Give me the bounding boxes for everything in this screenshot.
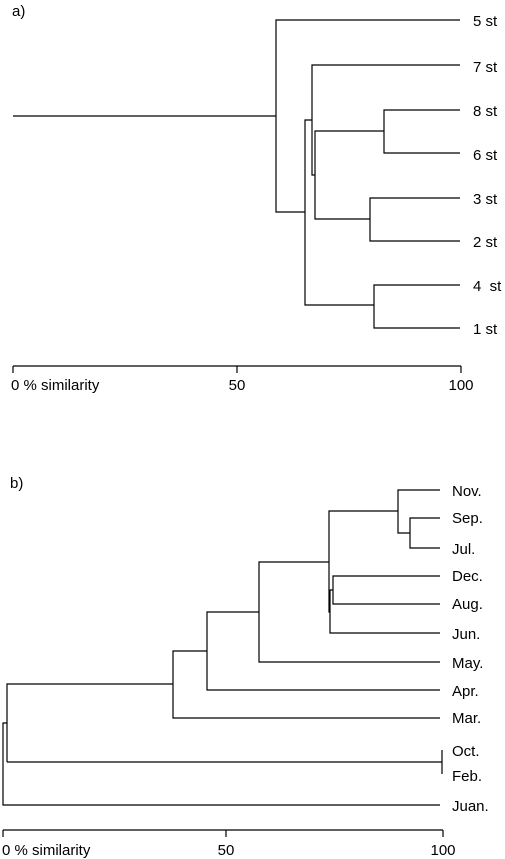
panel-b: b) <box>2 475 489 859</box>
panel-b-tree <box>2 489 443 806</box>
branch-decaug-jun <box>329 589 440 634</box>
axis-tick-label: 100 <box>430 842 455 859</box>
leaf-label: Oct. <box>452 743 480 760</box>
leaf-label: Apr. <box>452 683 479 700</box>
leaf-label: May. <box>452 655 483 672</box>
leaf-label: Mar. <box>452 710 481 727</box>
leaf-label: Feb. <box>452 768 482 785</box>
leaf-label: Jul. <box>452 541 475 558</box>
branch-novsepjul-decaugjun <box>328 510 398 613</box>
branch-juan <box>2 722 440 806</box>
branch-4-1 <box>373 284 460 329</box>
panel-a-axis: 0 % similarity 50 100 <box>11 365 474 394</box>
leaf-label: 8 st <box>473 103 498 120</box>
branch-dec-aug <box>332 575 440 605</box>
axis-tick-label: 50 <box>229 377 246 394</box>
leaf-label: Jun. <box>452 626 480 643</box>
leaf-label: 7 st <box>473 59 498 76</box>
axis-tick-label: 0 % similarity <box>11 377 100 394</box>
panel-a-label: a) <box>12 3 25 20</box>
panel-a-tree <box>13 19 460 329</box>
branch-mar <box>172 650 440 719</box>
leaf-label: 3 st <box>473 191 498 208</box>
panel-a: a) 5 st 7 st <box>11 3 502 394</box>
axis-tick-label: 100 <box>448 377 473 394</box>
branch-86-32 <box>314 130 384 220</box>
axis-tick-label: 0 % similarity <box>2 842 91 859</box>
axis-tick-label: 50 <box>218 842 235 859</box>
branch-mar-octfeb <box>6 683 173 762</box>
branch-may <box>258 561 440 663</box>
leaf-label: Juan. <box>452 798 489 815</box>
panel-b-leaf-labels: Nov. Sep. Jul. Dec. Aug. Jun. May. Apr. … <box>452 483 489 815</box>
panel-a-leaf-labels: 5 st 7 st 8 st 6 st 3 st 2 st 4 st 1 st <box>473 13 502 338</box>
panel-b-label: b) <box>10 475 23 492</box>
branch-nov-sepjul <box>397 489 440 534</box>
branch-8-6 <box>383 109 460 154</box>
leaf-label: Dec. <box>452 568 483 585</box>
leaf-label: 5 st <box>473 13 498 30</box>
leaf-label: 1 st <box>473 321 498 338</box>
leaf-label: 4 st <box>473 278 502 295</box>
branch-5-rest <box>275 19 460 213</box>
leaf-label: Nov. <box>452 483 482 500</box>
leaf-label: Sep. <box>452 510 483 527</box>
leaf-label: Aug. <box>452 596 483 613</box>
leaf-label: 2 st <box>473 234 498 251</box>
panel-b-axis: 0 % similarity 50 100 <box>2 829 456 859</box>
leaf-label: 6 st <box>473 147 498 164</box>
branch-apr <box>206 611 440 691</box>
branch-sep-jul <box>409 517 440 549</box>
branch-3-2 <box>369 197 460 242</box>
branch-7-8632 <box>311 64 460 176</box>
